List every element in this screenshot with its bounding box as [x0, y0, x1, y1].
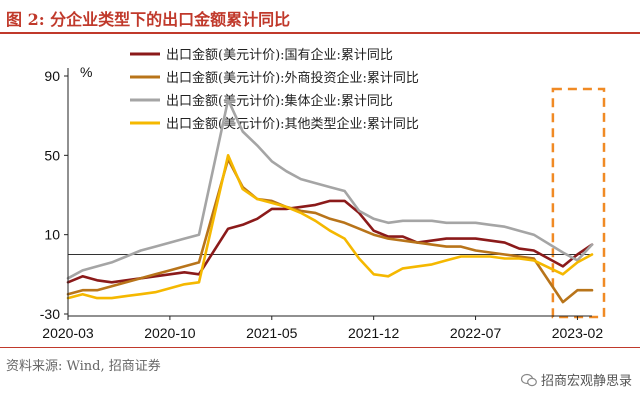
- legend: 出口金额(美元计价):国有企业:累计同比出口金额(美元计价):外商投资企业:累计…: [130, 47, 419, 132]
- legend-label: 出口金额(美元计价):国有企业:累计同比: [166, 47, 393, 63]
- title-bar: 图 2: 分企业类型下的出口金额累计同比: [0, 0, 640, 34]
- y-tick-label: 90: [44, 68, 60, 84]
- x-tick-label: 2021-12: [348, 325, 400, 341]
- x-tick-label: 2021-05: [246, 325, 298, 341]
- x-tick-label: 2023-02: [552, 325, 604, 341]
- legend-label: 出口金额(美元计价):其他类型企业:累计同比: [166, 116, 419, 132]
- plot-area: [66, 87, 606, 319]
- series-line-4: [66, 154, 594, 300]
- wechat-icon: [520, 373, 537, 386]
- line-chart: 出口金额(美元计价):国有企业:累计同比出口金额(美元计价):外商投资企业:累计…: [40, 47, 606, 341]
- series-line-2: [66, 158, 594, 304]
- y-tick-label: 10: [44, 227, 60, 243]
- y-axis-unit: %: [80, 64, 92, 80]
- source-note: 资料来源: Wind, 招商证券: [6, 359, 161, 374]
- legend-label: 出口金额(美元计价):集体企业:累计同比: [166, 93, 393, 109]
- page-title: 图 2: 分企业类型下的出口金额累计同比: [6, 10, 291, 29]
- x-tick-label: 2020-03: [42, 325, 94, 341]
- x-tick-label: 2022-07: [450, 325, 502, 341]
- footer-rule: [0, 347, 640, 348]
- y-tick-label: -30: [40, 306, 60, 322]
- watermark: 招商宏观静思录: [520, 370, 632, 389]
- axes: 90 50 10 -30% 2020-03 2020-10 2021-05 2021-12 20…: [40, 64, 604, 341]
- watermark-text: 招商宏观静思录: [540, 374, 632, 389]
- x-tick-label: 2020-10: [144, 325, 196, 341]
- highlight-box: [551, 87, 606, 319]
- legend-label: 出口金额(美元计价):外商投资企业:累计同比: [166, 70, 419, 86]
- series-line-3: [66, 98, 594, 280]
- series-line-1: [66, 199, 594, 284]
- y-tick-label: 50: [44, 147, 60, 163]
